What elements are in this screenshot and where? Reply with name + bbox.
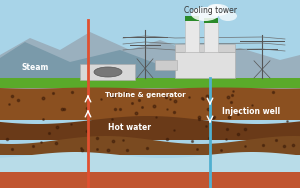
Ellipse shape: [208, 4, 223, 12]
Bar: [185, 16, 199, 21]
Bar: [175, 52, 235, 78]
Bar: [80, 64, 135, 80]
Text: Hot water: Hot water: [108, 124, 151, 133]
Bar: [155, 60, 177, 70]
Bar: [204, 18, 218, 23]
Ellipse shape: [207, 4, 229, 16]
Ellipse shape: [219, 11, 237, 21]
Bar: [204, 22, 218, 52]
Polygon shape: [0, 32, 300, 80]
Text: Steam: Steam: [22, 64, 50, 73]
Polygon shape: [0, 87, 300, 120]
Bar: [0, 78, 300, 88]
Bar: [185, 20, 199, 52]
Polygon shape: [0, 152, 300, 172]
Ellipse shape: [191, 7, 219, 21]
Polygon shape: [0, 136, 300, 155]
Bar: [175, 44, 235, 52]
Text: Injection well: Injection well: [222, 108, 280, 117]
Polygon shape: [0, 116, 300, 140]
Text: Cooling tower: Cooling tower: [184, 6, 236, 15]
Ellipse shape: [94, 67, 122, 77]
Text: Turbine & generator: Turbine & generator: [105, 92, 186, 98]
Polygon shape: [0, 42, 200, 80]
Bar: [0, 172, 300, 188]
